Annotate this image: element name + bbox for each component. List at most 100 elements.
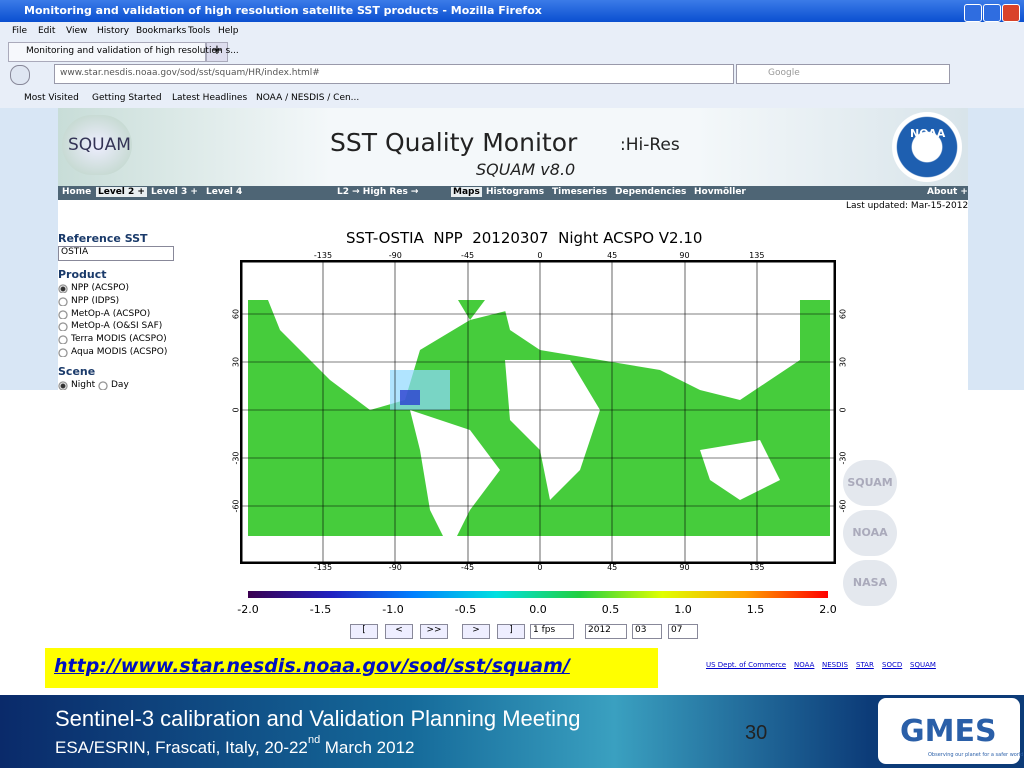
noaa-badge: NOAA xyxy=(910,127,946,140)
radio-option[interactable]: Day xyxy=(98,380,129,390)
search-text[interactable]: Google xyxy=(768,68,800,78)
slide-footer xyxy=(0,695,1024,768)
colorbar-tick: 0.0 xyxy=(529,603,547,616)
menu-item[interactable]: View xyxy=(66,26,88,36)
nav-bar xyxy=(58,186,968,200)
section-label: Scene xyxy=(58,365,96,378)
nav-item[interactable]: Home xyxy=(62,187,92,197)
lon-tick: -45 xyxy=(461,563,475,572)
control-button[interactable]: [ xyxy=(350,624,378,639)
slide-subtitle-end: March 2012 xyxy=(320,738,415,757)
nav-item[interactable]: Level 3 + xyxy=(151,187,198,197)
radio-option[interactable]: Terra MODIS (ACSPO) xyxy=(58,334,167,345)
slide-page: 30 xyxy=(745,722,768,744)
nav-item[interactable]: Level 4 xyxy=(206,187,243,197)
section-label: Reference SST xyxy=(58,232,148,245)
footer-link[interactable]: SOCD xyxy=(882,661,903,669)
radio-option[interactable]: NPP (IDPS) xyxy=(58,295,120,306)
slide-subtitle-sup: nd xyxy=(308,734,321,746)
lon-tick: 0 xyxy=(537,251,543,260)
url-bar[interactable] xyxy=(54,64,734,84)
lat-tick: 60 xyxy=(838,308,848,320)
squam-link[interactable]: http://www.star.nesdis.noaa.gov/sod/sst/… xyxy=(54,655,570,677)
footer-link[interactable]: NOAA xyxy=(794,661,815,669)
menu-item[interactable]: Edit xyxy=(38,26,56,36)
control-select[interactable]: 07 xyxy=(668,624,698,639)
nav-item[interactable]: Hovmöller xyxy=(694,187,746,197)
nav-item[interactable]: About + xyxy=(927,187,968,197)
control-button[interactable]: > xyxy=(462,624,490,639)
select-value[interactable]: OSTIA xyxy=(61,247,89,257)
lon-tick: 135 xyxy=(749,563,765,572)
bookmark[interactable]: Most Visited xyxy=(24,93,79,103)
lon-tick: 135 xyxy=(749,251,765,260)
lat-tick: 0 xyxy=(231,407,241,413)
tab-title[interactable]: Monitoring and validation of high resolu… xyxy=(26,46,239,56)
nav-item[interactable]: Timeseries xyxy=(552,187,608,197)
slide-title: Sentinel-3 calibration and Validation Pl… xyxy=(55,706,581,731)
radio-option[interactable]: NPP (ACSPO) xyxy=(58,283,129,293)
nav-item[interactable]: Level 2 + xyxy=(96,187,147,197)
new-tab[interactable]: + xyxy=(206,42,228,62)
noaa-logo xyxy=(892,112,962,182)
lat-tick: 60 xyxy=(231,308,241,320)
menu-item[interactable]: History xyxy=(97,26,130,36)
nav-item[interactable]: Maps xyxy=(451,187,482,197)
nav-item[interactable]: L2 → High Res → xyxy=(337,187,419,197)
bookmark[interactable]: NOAA / NESDIS / Cen... xyxy=(256,93,360,103)
tab[interactable] xyxy=(8,42,206,62)
menu-item[interactable]: Bookmarks xyxy=(136,26,187,36)
colorbar-tick: 0.5 xyxy=(601,603,620,616)
menu-item[interactable]: Help xyxy=(218,26,239,36)
colorbar-tick: -0.5 xyxy=(454,603,477,616)
lon-tick: 90 xyxy=(679,251,690,260)
back-button[interactable] xyxy=(10,65,30,85)
nav-item[interactable]: Dependencies xyxy=(615,187,687,197)
lat-tick: -30 xyxy=(838,451,848,465)
colorbar-tick: 1.5 xyxy=(746,603,765,616)
radio-option[interactable]: Aqua MODIS (ACSPO) xyxy=(58,347,168,357)
side-logo: SQUAM xyxy=(843,460,897,506)
reference-select[interactable] xyxy=(58,246,174,261)
colorbar xyxy=(248,591,828,598)
site-title: SST Quality Monitor xyxy=(330,128,578,157)
window-buttons[interactable] xyxy=(964,4,1020,22)
radio-option[interactable]: MetOp-A (O&SI SAF) xyxy=(58,321,163,332)
side-strip xyxy=(0,108,58,390)
lon-tick: -45 xyxy=(461,251,475,260)
radio-option[interactable]: MetOp-A (ACSPO) xyxy=(58,308,151,319)
menu-item[interactable]: File xyxy=(12,26,28,36)
gmes-tagline: Observing our planet for a safer world xyxy=(928,752,1024,758)
control-select[interactable]: 03 xyxy=(632,624,662,639)
bookmark[interactable]: Getting Started xyxy=(92,93,162,103)
footer-link[interactable]: STAR xyxy=(856,661,874,669)
control-button[interactable]: ] xyxy=(497,624,525,639)
radio-option[interactable]: Night xyxy=(58,380,96,390)
url-text[interactable]: www.star.nesdis.noaa.gov/sod/sst/squam/H… xyxy=(60,68,320,78)
control-button[interactable]: >> xyxy=(420,624,448,639)
footer-link[interactable]: US Dept. of Commerce xyxy=(706,661,787,669)
gmes-logo-box xyxy=(878,698,1020,764)
side-strip xyxy=(968,108,1024,390)
menu-item[interactable]: Tools xyxy=(188,26,211,36)
map-title: SST-OSTIA NPP 20120307 Night ACSPO V2.10 xyxy=(346,229,703,247)
slide-subtitle: ESA/ESRIN, Frascati, Italy, 20-22 xyxy=(55,738,308,757)
colorbar-tick: 1.0 xyxy=(674,603,692,616)
nav-item[interactable]: Histograms xyxy=(486,187,545,197)
lat-tick: -60 xyxy=(231,499,241,513)
control-select[interactable]: 2012 xyxy=(585,624,627,639)
footer-link[interactable]: SQUAM xyxy=(910,661,936,669)
last-updated: Last updated: Mar-15-2012 xyxy=(846,201,969,211)
footer-link[interactable]: NESDIS xyxy=(822,661,849,669)
colorbar-tick: -1.0 xyxy=(382,603,404,616)
search-bar[interactable] xyxy=(736,64,950,84)
control-button[interactable]: < xyxy=(385,624,413,639)
lon-tick: -90 xyxy=(388,251,402,260)
gmes-logo: GMES xyxy=(900,714,997,749)
bookmark[interactable]: Latest Headlines xyxy=(172,93,248,103)
lon-tick: 90 xyxy=(679,563,690,572)
site-title-suffix: :Hi-Res xyxy=(620,135,680,155)
control-select[interactable]: 1 fps xyxy=(530,624,574,639)
lon-tick: 45 xyxy=(607,563,618,572)
